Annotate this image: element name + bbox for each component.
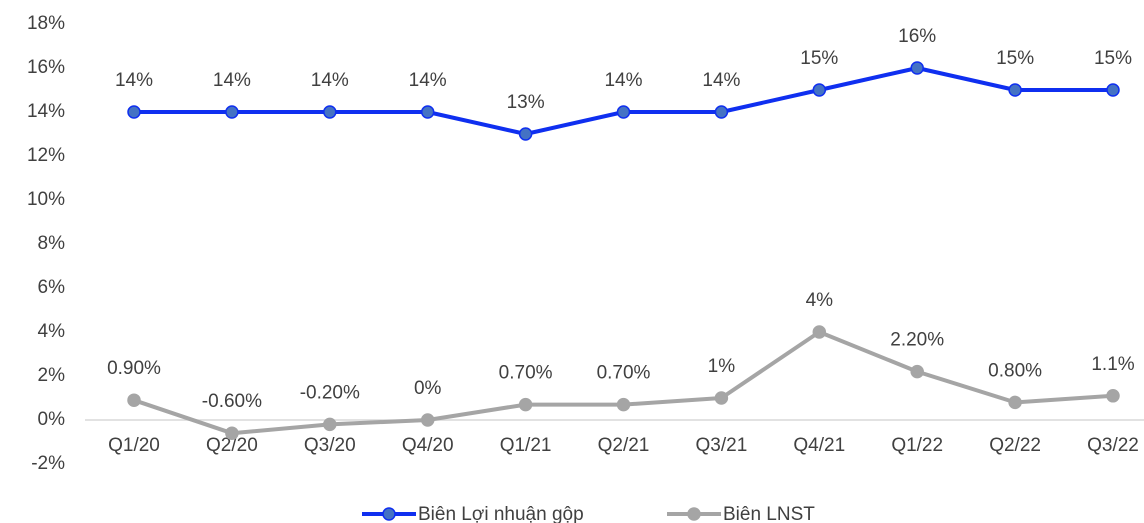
x-tick-label: Q2/22 (989, 435, 1041, 456)
y-tick-label: 8% (38, 233, 66, 254)
data-label: 14% (213, 70, 251, 91)
y-tick-label: 4% (38, 321, 66, 342)
data-label: 16% (898, 26, 936, 47)
point (127, 105, 141, 119)
x-tick-label: Q2/20 (206, 435, 258, 456)
point (323, 105, 337, 119)
data-label: -0.20% (300, 382, 360, 403)
point (812, 83, 827, 97)
y-tick-label: 16% (27, 57, 65, 78)
y-tick-label: 14% (27, 101, 65, 122)
x-tick-label: Q1/21 (500, 435, 552, 456)
point (1008, 395, 1022, 410)
x-tick-label: Q2/21 (598, 435, 650, 456)
point (127, 393, 141, 407)
point (518, 127, 533, 141)
y-tick-label: 6% (38, 277, 66, 298)
point (225, 105, 239, 119)
point (910, 61, 924, 75)
point (714, 105, 729, 119)
y-tick-label: 10% (27, 189, 65, 210)
data-label: -0.60% (202, 391, 262, 412)
point (910, 364, 924, 379)
point (323, 417, 337, 432)
data-label: 14% (311, 70, 349, 91)
data-label: 14% (115, 70, 153, 91)
data-label: 0.70% (499, 363, 553, 384)
x-tick-label: Q1/22 (891, 435, 943, 456)
y-tick-label: -2% (31, 453, 65, 474)
x-tick-label: Q3/21 (696, 435, 748, 456)
legend-label: Biên LNST (723, 504, 815, 523)
point (812, 325, 827, 339)
point (518, 397, 533, 412)
data-label: 0.80% (988, 360, 1042, 381)
y-tick-label: 18% (27, 13, 65, 34)
data-label: 4% (806, 290, 834, 311)
y-tick-label: 0% (38, 409, 66, 430)
point (420, 105, 435, 119)
data-label: 0.90% (107, 358, 161, 379)
data-label: 15% (800, 48, 838, 69)
data-label: 15% (1094, 48, 1132, 69)
data-label: 2.20% (890, 330, 944, 351)
legend-label: Biên Lợi nhuận gộp (418, 504, 584, 523)
x-tick-label: Q3/20 (304, 435, 356, 456)
point (1106, 389, 1120, 403)
data-label: 14% (702, 70, 740, 91)
data-label: 15% (996, 48, 1034, 69)
point (420, 413, 435, 427)
x-tick-label: Q1/20 (108, 435, 160, 456)
y-tick-label: 2% (38, 365, 66, 386)
point (714, 391, 729, 405)
y-tick-label: 12% (27, 145, 65, 166)
data-label: 1.1% (1091, 354, 1134, 375)
x-tick-label: Q4/21 (793, 435, 845, 456)
point (616, 105, 631, 119)
data-label: 0% (414, 378, 442, 399)
point (1106, 83, 1120, 97)
data-label: 13% (507, 92, 545, 113)
legend-marker (687, 507, 701, 521)
x-tick-label: Q4/20 (402, 435, 454, 456)
point (1008, 83, 1022, 97)
point (616, 397, 631, 412)
data-label: 14% (604, 70, 642, 91)
data-label: 14% (409, 70, 447, 91)
point (225, 426, 239, 440)
legend-marker (382, 507, 396, 521)
data-label: 1% (708, 356, 736, 377)
x-tick-label: Q3/22 (1087, 435, 1139, 456)
data-label: 0.70% (597, 363, 651, 384)
